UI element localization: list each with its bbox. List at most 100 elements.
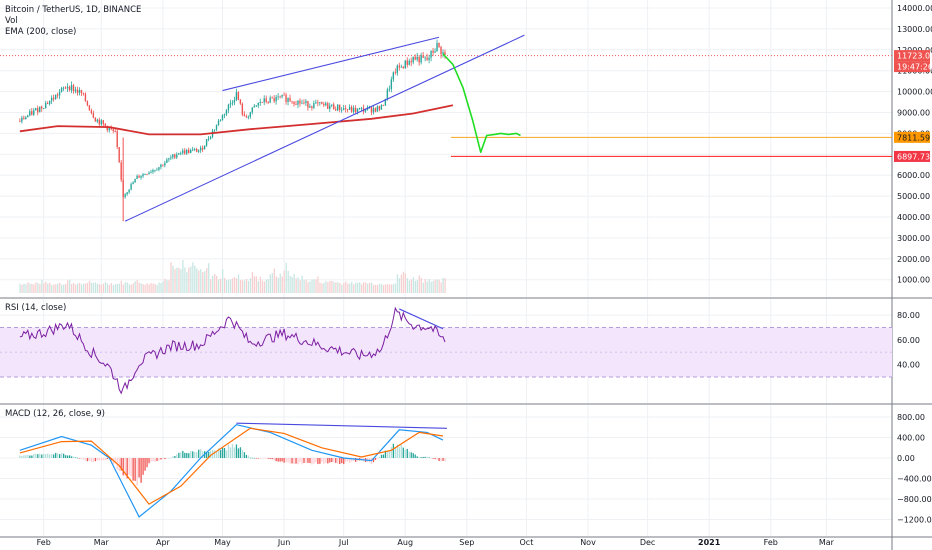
candle-body [307, 101, 309, 108]
price-axes[interactable]: 1000.00 2000.00 3000.00 4000.00 5000.00 6000.… [897, 4, 932, 525]
forecast-path[interactable] [442, 53, 521, 153]
candle-body [84, 93, 87, 102]
time-axis[interactable]: Feb Mar Apr May Jun Jul Aug Sep Oct Nov Dec 2021 Feb… [37, 538, 835, 547]
candle-body [374, 108, 377, 112]
candle-body [412, 56, 414, 63]
macd-histogram-bar [209, 450, 212, 458]
candle-body [52, 97, 55, 100]
macd-histogram-bar [408, 451, 410, 458]
macd-histogram-bar [426, 456, 428, 458]
rsi-line [19, 306, 446, 395]
volume-bar [416, 280, 418, 293]
candle-body [396, 65, 398, 73]
candle-body [279, 96, 281, 98]
candle-body [158, 167, 160, 170]
macd-histogram-bar [313, 458, 315, 464]
price-axis-label: 13000.00 [897, 25, 932, 34]
volume-bar [104, 281, 107, 293]
volume-bar [47, 283, 49, 293]
macd-histogram-bar [303, 458, 305, 463]
candle-body [126, 192, 128, 195]
candle-body [251, 107, 253, 113]
price-axis-label: 6000.00 [897, 171, 930, 180]
candle-body [390, 79, 393, 90]
macd-histogram-bar [269, 458, 271, 459]
candle-body [54, 94, 57, 100]
volume-bar [422, 282, 424, 293]
macd-histogram-bar [307, 458, 309, 463]
macd-histogram-bar [37, 454, 39, 458]
candle-body [281, 94, 283, 97]
drawing-overlays[interactable] [124, 34, 525, 222]
macd-histogram-bar [265, 458, 267, 459]
candle-body [227, 104, 230, 110]
candle-body [142, 174, 144, 177]
rsi-axis-label: 80.00 [897, 311, 920, 320]
volume-bar [293, 273, 295, 293]
candle-body [150, 171, 152, 173]
candle-body [58, 91, 61, 96]
candle-body [305, 101, 307, 103]
macd-histogram-bar [354, 458, 357, 462]
volume-bar [402, 271, 405, 293]
macd-histogram-bar [31, 455, 33, 458]
candle-body [329, 105, 331, 109]
macd-histogram-bar [301, 458, 303, 465]
macd-histogram-bar [337, 458, 339, 464]
ema-200-line [19, 104, 454, 136]
current-price-tag-bg [894, 50, 930, 62]
macd-histogram-bar [267, 458, 269, 459]
volume-bar [140, 283, 142, 293]
rsi-divergence-line[interactable] [399, 308, 444, 330]
wedge-upper-trendline[interactable] [222, 36, 440, 92]
wedge-lower-trendline[interactable] [124, 34, 525, 222]
candle-body [348, 106, 351, 110]
volume-bar [325, 281, 327, 293]
candle-body [358, 108, 361, 109]
volume-bar [357, 282, 359, 293]
volume-bar [138, 282, 140, 293]
volume-bar [440, 282, 442, 293]
volume-bar [418, 275, 420, 293]
candle-body [25, 117, 27, 120]
volume-bar [279, 273, 281, 293]
candle-body [384, 98, 387, 106]
candle-body [221, 114, 224, 121]
macd-axis-label: 400.00 [897, 434, 925, 443]
candle-body [344, 108, 347, 110]
volume-bar [231, 278, 234, 293]
candle-body [422, 55, 424, 58]
macd-histogram-bar [422, 456, 424, 458]
volume-bar [237, 274, 240, 293]
macd-histogram-bar [229, 447, 232, 458]
volume-bar [27, 282, 29, 293]
volume-bar [84, 283, 87, 293]
macd-histogram-bar [247, 455, 250, 458]
candle-body [333, 104, 335, 110]
price-level-lines [0, 55, 892, 157]
candle-body [360, 107, 363, 109]
candle-body [410, 60, 412, 63]
macd-histogram-bar [287, 458, 289, 463]
volume-bar [414, 280, 416, 293]
volume-bar [317, 276, 319, 293]
macd-divergence-line[interactable] [236, 422, 447, 429]
volume-bar [55, 284, 57, 293]
volume-bar [233, 277, 236, 293]
macd-histogram-bar [400, 444, 402, 458]
volume-bar [174, 268, 176, 293]
volume-bar [69, 279, 71, 293]
price-candles[interactable] [19, 39, 454, 222]
macd-histogram-bar [217, 448, 220, 458]
macd-histogram-bar [345, 458, 347, 462]
time-axis-label: Nov [580, 538, 596, 547]
time-axis-label: Sep [459, 538, 474, 547]
candle-body [138, 175, 140, 178]
candle-body [261, 102, 263, 103]
macd-histogram-bar [317, 458, 319, 465]
symbol-title: Bitcoin / TetherUS, 1D, BINANCE [5, 5, 142, 15]
volume-bar [188, 267, 190, 293]
macd-histogram-bar [27, 455, 29, 458]
candle-body [241, 103, 244, 115]
